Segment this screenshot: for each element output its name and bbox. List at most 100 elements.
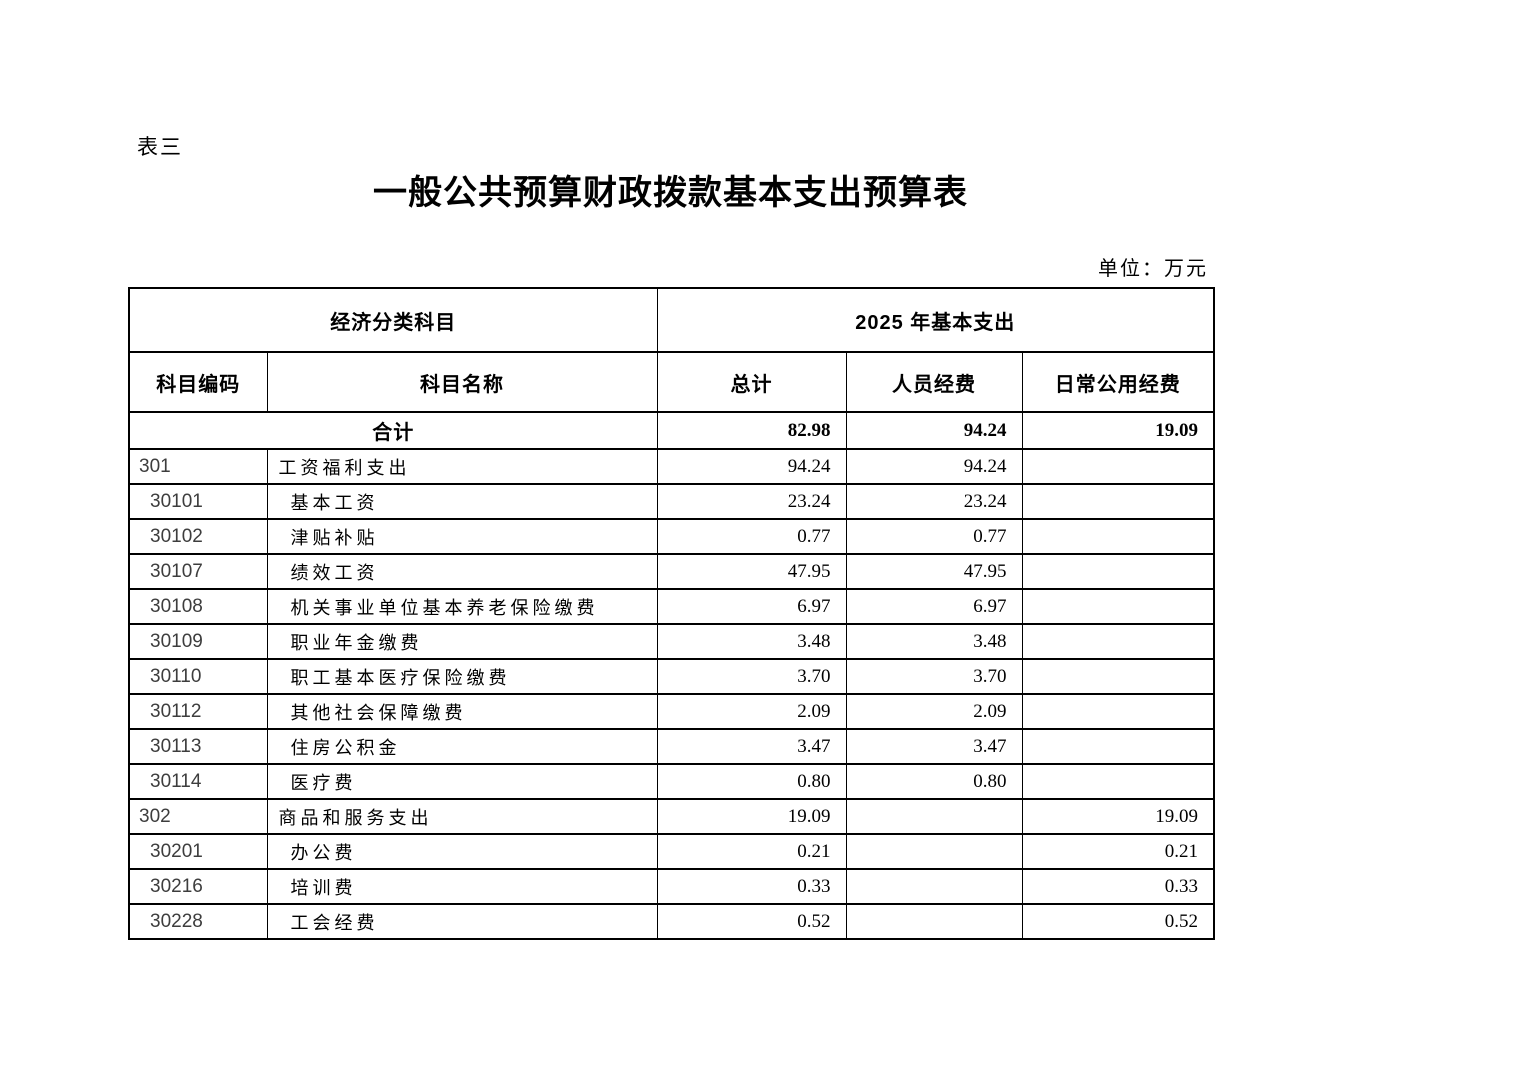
- personnel-funds-cell: [845, 833, 1023, 870]
- subject-name-cell: 基本工资: [266, 483, 658, 520]
- personnel-funds-cell: 3.70: [845, 658, 1023, 695]
- subject-code-cell: 30102: [128, 518, 268, 555]
- subject-name-cell: 工会经费: [266, 903, 658, 940]
- header-economic-classification: 经济分类科目: [128, 287, 658, 353]
- table-row: 30216 培训费 0.33 0.33: [128, 868, 1215, 905]
- subject-name-cell: 其他社会保障缴费: [266, 693, 658, 730]
- total-value-cell: 6.97: [656, 588, 847, 625]
- subject-name-cell: 机关事业单位基本养老保险缴费: [266, 588, 658, 625]
- personnel-funds-cell: [845, 798, 1023, 835]
- personnel-funds-cell: 23.24: [845, 483, 1023, 520]
- table-row: 30228 工会经费 0.52 0.52: [128, 903, 1215, 940]
- subject-code-cell: 30101: [128, 483, 268, 520]
- subject-code-cell: 30109: [128, 623, 268, 660]
- daily-public-funds-cell: [1021, 518, 1215, 555]
- daily-public-funds-cell: [1021, 448, 1215, 485]
- column-header-subject-name: 科目名称: [266, 351, 658, 413]
- subject-name-cell: 津贴补贴: [266, 518, 658, 555]
- table-row: 30110 职工基本医疗保险缴费 3.70 3.70: [128, 658, 1215, 695]
- personnel-funds-cell: 0.80: [845, 763, 1023, 800]
- subject-code-cell: 30228: [128, 903, 268, 940]
- total-value-cell: 23.24: [656, 483, 847, 520]
- daily-public-funds-cell: 0.52: [1021, 903, 1215, 940]
- subject-code-cell: 302: [128, 798, 268, 835]
- daily-public-funds-cell: [1021, 693, 1215, 730]
- total-value-cell: 3.48: [656, 623, 847, 660]
- subject-name-cell: 培训费: [266, 868, 658, 905]
- total-value-cell: 0.52: [656, 903, 847, 940]
- table-body: 经济分类科目 2025 年基本支出 科目编码 科目名称 总计 人员经费 日常公用…: [128, 287, 1215, 940]
- subject-name-cell: 住房公积金: [266, 728, 658, 765]
- daily-public-funds-cell: 0.21: [1021, 833, 1215, 870]
- table-row: 30201 办公费 0.21 0.21: [128, 833, 1215, 870]
- subject-name-cell: 办公费: [266, 833, 658, 870]
- total-value-cell: 3.47: [656, 728, 847, 765]
- table-row: 30108 机关事业单位基本养老保险缴费 6.97 6.97: [128, 588, 1215, 625]
- column-header-subject-code: 科目编码: [128, 351, 268, 413]
- table-row: 30112 其他社会保障缴费 2.09 2.09: [128, 693, 1215, 730]
- total-value-cell: 0.33: [656, 868, 847, 905]
- subject-code-cell: 30216: [128, 868, 268, 905]
- total-value-cell: 94.24: [656, 448, 847, 485]
- personnel-funds-cell: 3.48: [845, 623, 1023, 660]
- subject-name-cell: 职业年金缴费: [266, 623, 658, 660]
- daily-public-funds-cell: [1021, 483, 1215, 520]
- table-row: 302 商品和服务支出 19.09 19.09: [128, 798, 1215, 835]
- column-header-daily-public-funds: 日常公用经费: [1021, 351, 1215, 413]
- table-row: 30101 基本工资 23.24 23.24: [128, 483, 1215, 520]
- column-header-personnel-funds: 人员经费: [845, 351, 1023, 413]
- subject-name-cell: 医疗费: [266, 763, 658, 800]
- total-value-cell: 3.70: [656, 658, 847, 695]
- personnel-funds-cell: 47.95: [845, 553, 1023, 590]
- daily-public-funds-cell: [1021, 658, 1215, 695]
- subject-name-cell: 商品和服务支出: [266, 798, 658, 835]
- page-title: 一般公共预算财政拨款基本支出预算表: [373, 175, 968, 212]
- personnel-funds-cell: 2.09: [845, 693, 1023, 730]
- personnel-funds-cell: 3.47: [845, 728, 1023, 765]
- subject-name-cell: 职工基本医疗保险缴费: [266, 658, 658, 695]
- subject-code-cell: 301: [128, 448, 268, 485]
- grand-total-personnel-value: 94.24: [845, 411, 1023, 450]
- subject-code-cell: 30108: [128, 588, 268, 625]
- subject-code-cell: 30113: [128, 728, 268, 765]
- subject-code-cell: 30201: [128, 833, 268, 870]
- subject-code-cell: 30114: [128, 763, 268, 800]
- table-row: 30107 绩效工资 47.95 47.95: [128, 553, 1215, 590]
- subject-name-cell: 工资福利支出: [266, 448, 658, 485]
- subject-code-cell: 30112: [128, 693, 268, 730]
- daily-public-funds-cell: [1021, 553, 1215, 590]
- header-group-row: 经济分类科目 2025 年基本支出: [128, 287, 1215, 353]
- daily-public-funds-cell: [1021, 623, 1215, 660]
- table-row: 30114 医疗费 0.80 0.80: [128, 763, 1215, 800]
- budget-table: 经济分类科目 2025 年基本支出 科目编码 科目名称 总计 人员经费 日常公用…: [128, 287, 1216, 940]
- table-row: 30109 职业年金缴费 3.48 3.48: [128, 623, 1215, 660]
- total-value-cell: 0.21: [656, 833, 847, 870]
- personnel-funds-cell: [845, 868, 1023, 905]
- personnel-funds-cell: 0.77: [845, 518, 1023, 555]
- unit-note: 单位：万元: [1098, 258, 1208, 280]
- personnel-funds-cell: 6.97: [845, 588, 1023, 625]
- grand-total-label: 合计: [128, 411, 658, 450]
- daily-public-funds-cell: [1021, 588, 1215, 625]
- subject-code-cell: 30107: [128, 553, 268, 590]
- grand-total-value: 82.98: [656, 411, 847, 450]
- subject-name-cell: 绩效工资: [266, 553, 658, 590]
- daily-public-funds-cell: [1021, 728, 1215, 765]
- total-value-cell: 47.95: [656, 553, 847, 590]
- daily-public-funds-cell: 0.33: [1021, 868, 1215, 905]
- subject-code-cell: 30110: [128, 658, 268, 695]
- daily-public-funds-cell: [1021, 763, 1215, 800]
- table-row: 30102 津贴补贴 0.77 0.77: [128, 518, 1215, 555]
- total-value-cell: 19.09: [656, 798, 847, 835]
- grand-total-row: 合计 82.98 94.24 19.09: [128, 411, 1215, 450]
- column-header-total: 总计: [656, 351, 847, 413]
- total-value-cell: 0.77: [656, 518, 847, 555]
- table-number-label: 表三: [137, 135, 183, 159]
- header-columns-row: 科目编码 科目名称 总计 人员经费 日常公用经费: [128, 351, 1215, 413]
- total-value-cell: 2.09: [656, 693, 847, 730]
- table-row: 301 工资福利支出 94.24 94.24: [128, 448, 1215, 485]
- total-value-cell: 0.80: [656, 763, 847, 800]
- personnel-funds-cell: 94.24: [845, 448, 1023, 485]
- grand-total-daily-value: 19.09: [1021, 411, 1215, 450]
